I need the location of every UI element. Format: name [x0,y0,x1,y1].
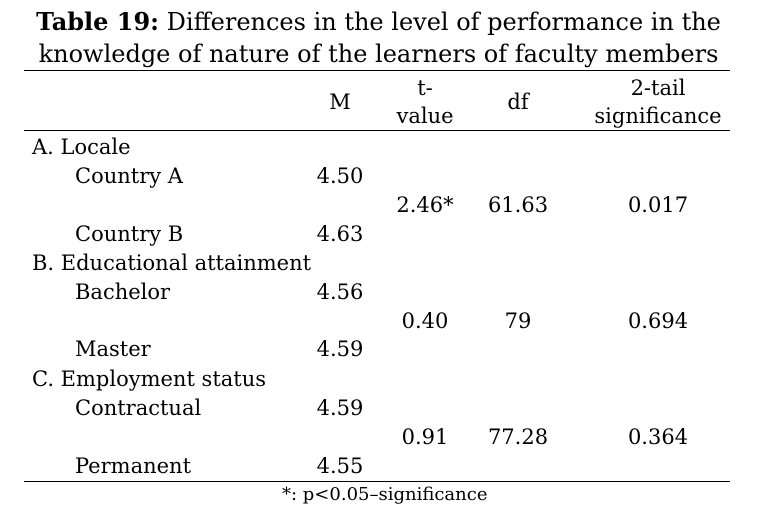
bottom-rule [24,481,730,482]
row-mean: 4.59 [316,396,364,420]
row-label: Permanent [75,454,192,478]
row-mean: 4.59 [316,337,364,361]
header-significance-line-2: significance [594,104,722,128]
row-label: Master [75,337,151,361]
row-label: Bachelor [75,280,171,304]
df-value: 79 [504,309,532,333]
row-mean: 4.56 [316,280,364,304]
group-label: A. Locale [32,135,131,159]
t-value: 2.46* [396,193,454,217]
row-mean: 4.63 [316,222,364,246]
header-rule [24,130,730,131]
df-value: 61.63 [487,193,549,217]
table-number: Table 19: [36,7,160,36]
row-mean: 4.55 [316,454,364,478]
row-label: Country B [75,222,184,246]
t-value: 0.91 [401,425,449,449]
row-mean: 4.50 [316,164,364,188]
header-significance-line-1: 2-tail [630,76,686,100]
row-label: Contractual [75,396,202,420]
significance-value: 0.694 [627,309,689,333]
significance-value: 0.364 [627,425,689,449]
footnote: *: p<0.05–significance [282,484,488,505]
table-caption-part-2: knowledge of nature of the learners of f… [38,40,719,68]
t-value: 0.40 [401,309,449,333]
row-label: Country A [75,164,183,188]
table-title-line-1: Table 19: Differences in the level of pe… [0,6,757,38]
group-label: C. Employment status [32,367,267,391]
df-value: 77.28 [487,425,549,449]
header-t-value-line-2: value [396,104,454,128]
header-m: M [329,90,351,114]
header-t-value-line-1: t- [417,76,433,100]
top-rule [24,70,730,71]
table-caption-part-1: Differences in the level of performance … [166,8,721,36]
group-label: B. Educational attainment [32,251,312,275]
table-title: Table 19: Differences in the level of pe… [0,6,757,70]
header-df: df [507,90,529,114]
significance-value: 0.017 [627,193,689,217]
